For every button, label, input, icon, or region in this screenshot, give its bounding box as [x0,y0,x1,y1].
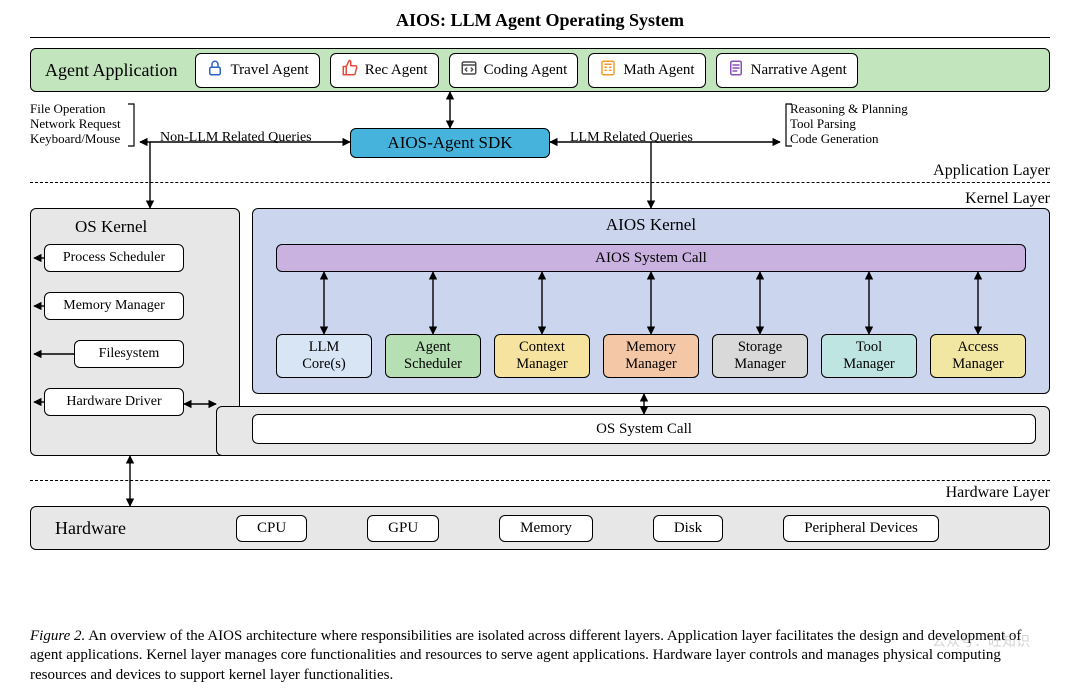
hardware-item-gpu: GPU [367,515,439,542]
hardware-item-peripheral-devices: Peripheral Devices [783,515,939,542]
application-layer-label: Application Layer [933,162,1050,180]
agent-math-agent: Math Agent [588,53,705,88]
hardware-layer-label: Hardware Layer [946,484,1050,502]
os-kernel-item-filesystem: Filesystem [74,340,184,368]
manager-access-manager: Access Manager [930,334,1026,378]
manager-memory-manager: Memory Manager [603,334,699,378]
aios-agent-sdk-box: AIOS-Agent SDK [350,128,550,158]
manager-context-manager: Context Manager [494,334,590,378]
manager-agent-scheduler: Agent Scheduler [385,334,481,378]
diagram-canvas: Agent Application Travel Agent Rec Agent C… [30,44,1050,594]
doc-lines-icon [727,59,745,82]
agent-application-header: Agent Application [45,60,177,81]
agent-rec-agent: Rec Agent [330,53,439,88]
agent-label: Math Agent [623,62,694,79]
hardware-item-disk: Disk [653,515,723,542]
manager-llm-core-s-: LLM Core(s) [276,334,372,378]
figure-caption-text: An overview of the AIOS architecture whe… [30,628,1021,683]
manager-storage-manager: Storage Manager [712,334,808,378]
figure-caption: Figure 2. An overview of the AIOS archit… [30,627,1050,686]
hardware-item-memory: Memory [499,515,593,542]
os-kernel-item-hardware-driver: Hardware Driver [44,388,184,416]
agent-coding-agent: Coding Agent [449,53,579,88]
aios-system-call-box: AIOS System Call [276,244,1026,272]
thumbs-up-icon [341,59,359,82]
non-llm-queries-label: Non-LLM Related Queries [160,130,312,146]
lock-icon [206,59,224,82]
hardware-item-cpu: CPU [236,515,307,542]
agent-application-bar: Agent Application Travel Agent Rec Agent C… [30,48,1050,92]
agent-label: Narrative Agent [751,62,847,79]
layer-divider-2 [30,480,1050,481]
hardware-header: Hardware [55,518,126,539]
agent-travel-agent: Travel Agent [195,53,319,88]
layer-divider-1 [30,182,1050,183]
watermark: 公众号：旺知识 [932,631,1030,651]
figure-label: Figure 2. [30,628,85,644]
aios-kernel-title: AIOS Kernel [253,215,1049,235]
os-system-call-box: OS System Call [252,414,1036,444]
os-kernel-item-process-scheduler: Process Scheduler [44,244,184,272]
left-note: File Operation Network Request Keyboard/… [30,102,121,147]
agent-label: Travel Agent [230,62,308,79]
agent-narrative-agent: Narrative Agent [716,53,858,88]
title-rule [30,37,1050,38]
code-window-icon [460,59,478,82]
manager-tool-manager: Tool Manager [821,334,917,378]
kernel-layer-label: Kernel Layer [965,190,1050,208]
calc-icon [599,59,617,82]
right-note: Reasoning & Planning Tool Parsing Code G… [790,102,908,147]
llm-queries-label: LLM Related Queries [570,130,693,146]
hardware-bar: Hardware CPU GPU Memory Disk Peripheral Devi… [30,506,1050,550]
agent-label: Coding Agent [484,62,568,79]
page-title: AIOS: LLM Agent Operating System [0,0,1080,37]
agent-label: Rec Agent [365,62,428,79]
os-kernel-item-memory-manager: Memory Manager [44,292,184,320]
os-kernel-title: OS Kernel [75,217,147,237]
